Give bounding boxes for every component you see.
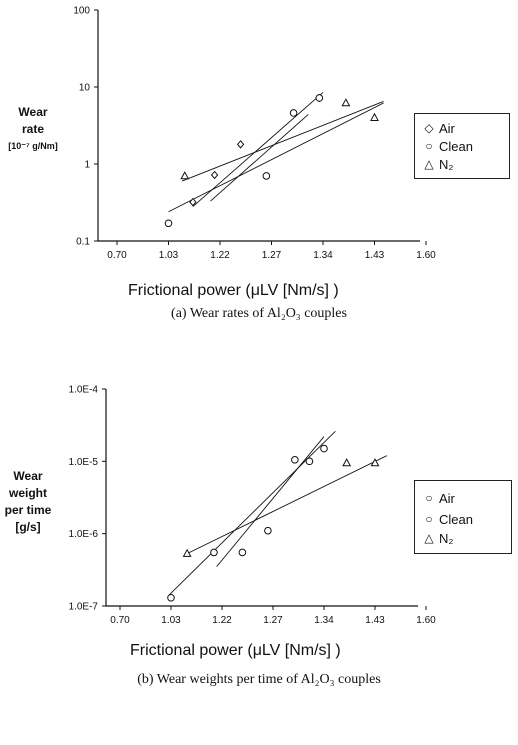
chart-b-ylabel-unit: [g/s] bbox=[15, 520, 41, 534]
chart-a-point-circle bbox=[164, 219, 173, 228]
circle-icon: ○ bbox=[425, 491, 433, 505]
chart-a-y-tick-label: 100 bbox=[73, 6, 90, 17]
chart-a-x-tick-label: 1.60 bbox=[416, 250, 436, 261]
chart-a-x-tick-label: 1.27 bbox=[262, 250, 282, 261]
chart-a-ylabel: Wear rate [10⁻⁷ g/Nm] bbox=[3, 104, 63, 155]
chart-b-point-circle bbox=[167, 593, 175, 602]
chart-b-legend-clean: ○ Clean bbox=[415, 512, 511, 530]
chart-b-point-circle bbox=[238, 548, 247, 557]
chart-a-x-tick-label: 1.03 bbox=[159, 250, 179, 261]
chart-b-y-tick-label: 1.0E-6 bbox=[69, 529, 99, 540]
chart-a-legend-air: ◇ Air bbox=[415, 121, 509, 139]
chart-b-caption: (b) Wear weights per time of Al₂O₃ coupl… bbox=[137, 672, 381, 687]
chart-b-point-triangle bbox=[342, 458, 352, 467]
chart-b-legend-clean-label: Clean bbox=[439, 512, 473, 527]
chart-b: 1.0E-7 1.0E-6 1.0E-5 1.0E-4 0.70 1.03 1.22 1.27… bbox=[0, 372, 518, 702]
chart-b-legend-n2: △ N₂ bbox=[415, 531, 511, 549]
chart-a-legend: ◇ Air ○ Clean △ N₂ bbox=[414, 113, 510, 179]
chart-a-y-tick-label: 10 bbox=[79, 83, 91, 94]
chart-a-point-triangle bbox=[341, 98, 351, 107]
triangle-icon: △ bbox=[424, 157, 434, 171]
chart-a: 0.1 1 10 100 0.70 1.03 1.22 1.27 1.34 1.43 1.60 We… bbox=[0, 0, 518, 330]
chart-b-point-triangle bbox=[370, 458, 380, 467]
chart-a-ylabel-unit: [10⁻⁷ g/Nm] bbox=[8, 141, 58, 151]
chart-b-fit-line bbox=[216, 436, 325, 567]
chart-a-fit-line bbox=[210, 114, 309, 202]
chart-b-ylabel: Wear weight per time [g/s] bbox=[0, 468, 56, 536]
chart-a-xlabel: Frictional power (μLV [Nm/s] ) bbox=[128, 282, 339, 299]
circle-icon: ○ bbox=[425, 139, 433, 153]
chart-b-x-tick-label: 1.60 bbox=[416, 615, 436, 626]
chart-a-point-triangle bbox=[370, 112, 379, 121]
chart-a-point-circle bbox=[262, 172, 271, 180]
chart-b-x-tick-label: 1.22 bbox=[212, 615, 232, 626]
chart-a-caption: (a) Wear rates of Al₂O₃ couples bbox=[171, 306, 347, 321]
chart-a-x-tick-label: 1.34 bbox=[313, 250, 333, 261]
chart-a-legend-clean: ○ Clean bbox=[415, 139, 509, 157]
chart-b-fit-line bbox=[186, 455, 388, 555]
chart-a-y-tick-label: 1 bbox=[84, 160, 90, 171]
chart-b-point-circle bbox=[291, 456, 299, 464]
chart-b-ylabel-line3: per time bbox=[4, 503, 52, 517]
chart-a-x-tick-label: 1.43 bbox=[365, 250, 385, 261]
chart-b-fit-line bbox=[168, 430, 336, 596]
chart-b-point-circle bbox=[210, 548, 218, 557]
chart-b-point-circle bbox=[264, 526, 272, 535]
chart-a-point-diamond bbox=[236, 140, 245, 149]
chart-b-x-tick-label: 0.70 bbox=[110, 615, 130, 626]
circle-icon: ○ bbox=[425, 512, 433, 526]
chart-a-point-diamond bbox=[210, 170, 219, 180]
chart-a-point-diamond bbox=[189, 197, 197, 207]
chart-b-plot: 1.0E-7 1.0E-6 1.0E-5 1.0E-4 0.70 1.03 1.22 1.27… bbox=[69, 385, 437, 627]
chart-a-y-tick-label: 0.1 bbox=[76, 237, 90, 248]
chart-a-fit-line bbox=[181, 100, 384, 182]
chart-b-x-tick-label: 1.34 bbox=[314, 615, 334, 626]
chart-b-legend-air: ○ Air bbox=[415, 491, 511, 509]
chart-a-point-circle bbox=[289, 109, 298, 117]
chart-a-ylabel-line1: Wear bbox=[18, 105, 48, 119]
chart-a-fit-line bbox=[168, 102, 384, 213]
chart-b-y-tick-label: 1.0E-4 bbox=[69, 385, 99, 396]
triangle-icon: △ bbox=[424, 531, 434, 545]
chart-a-plot: 0.1 1 10 100 0.70 1.03 1.22 1.27 1.34 1.43 1.60 bbox=[73, 6, 436, 262]
chart-b-legend: ○ Air ○ Clean △ N₂ bbox=[414, 480, 512, 554]
diamond-icon: ◇ bbox=[424, 121, 434, 135]
chart-b-ylabel-line1: Wear bbox=[13, 469, 43, 483]
chart-a-legend-n2-label: N₂ bbox=[439, 157, 454, 172]
chart-b-x-tick-label: 1.43 bbox=[365, 615, 385, 626]
chart-b-ylabel-line2: weight bbox=[9, 486, 47, 500]
chart-b-point-triangle bbox=[182, 548, 192, 557]
chart-a-fit-line bbox=[192, 92, 324, 207]
chart-a-point-triangle bbox=[180, 171, 190, 180]
chart-b-y-tick-label: 1.0E-5 bbox=[69, 457, 99, 468]
chart-a-legend-n2: △ N₂ bbox=[415, 157, 509, 175]
chart-a-legend-clean-label: Clean bbox=[439, 139, 473, 154]
chart-b-point-circle bbox=[305, 457, 314, 466]
chart-a-x-tick-label: 0.70 bbox=[107, 250, 127, 261]
chart-b-xlabel: Frictional power (μLV [Nm/s] ) bbox=[130, 642, 341, 659]
chart-b-point-circle bbox=[320, 444, 328, 453]
chart-a-ylabel-line2: rate bbox=[21, 122, 44, 136]
chart-b-legend-n2-label: N₂ bbox=[439, 531, 454, 546]
chart-a-legend-air-label: Air bbox=[439, 121, 455, 136]
chart-b-legend-air-label: Air bbox=[439, 491, 455, 506]
chart-b-y-tick-label: 1.0E-7 bbox=[69, 602, 99, 613]
chart-b-x-tick-label: 1.03 bbox=[161, 615, 181, 626]
chart-a-point-circle bbox=[315, 94, 324, 102]
chart-b-x-tick-label: 1.27 bbox=[263, 615, 283, 626]
chart-a-x-tick-label: 1.22 bbox=[210, 250, 230, 261]
